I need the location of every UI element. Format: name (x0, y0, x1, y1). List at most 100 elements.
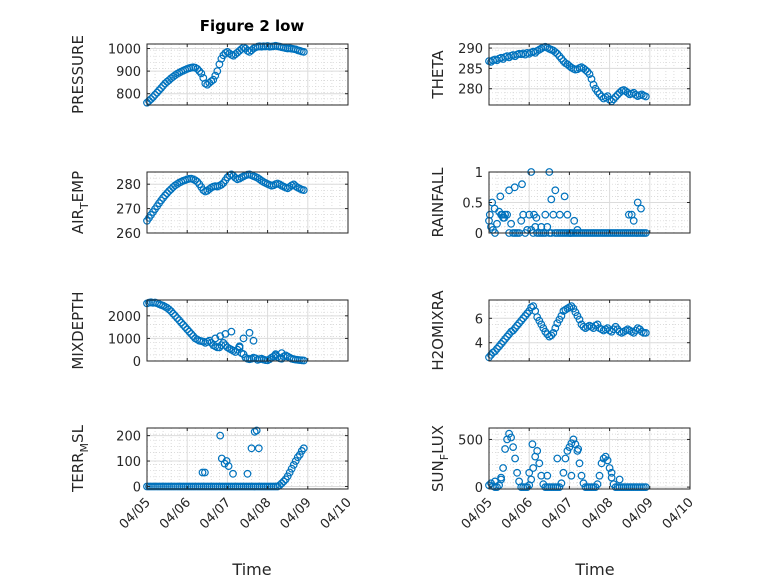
data-point (175, 316, 184, 325)
axes-box (146, 299, 349, 362)
axes-box (146, 427, 349, 490)
subplot-6: 0 100 200 TERRMSL 04/05 04/06 04/07 04/08 04/09 0… (69, 424, 355, 532)
data-point (497, 473, 506, 482)
data-point (171, 71, 180, 80)
y-axis-label-tail: LUX (429, 425, 447, 454)
data-point (567, 439, 576, 448)
data-point (505, 429, 514, 438)
data-point (165, 187, 174, 195)
data-point (555, 210, 564, 219)
data-point (603, 456, 612, 465)
data-point (252, 426, 261, 435)
data-point (197, 69, 206, 78)
data-point (555, 52, 564, 61)
data-point (595, 90, 604, 98)
data-point (553, 49, 562, 58)
data-point (173, 180, 182, 188)
data-point (211, 71, 220, 80)
x-tick-label: 04/07 (197, 495, 234, 532)
y-axis-label: PRESSURE (69, 35, 87, 114)
y-tick-label: 260 (116, 227, 141, 242)
x-tick-label: 04/05 (459, 495, 496, 532)
y-tick-label: 280 (116, 178, 141, 193)
plot-area (489, 300, 690, 361)
x-tick-label: 04/06 (157, 495, 194, 532)
y-tick-label: 1 (475, 166, 483, 181)
x-tick-label: 04/09 (620, 495, 657, 532)
data-point (147, 95, 155, 103)
data-point (523, 309, 532, 318)
x-axis-label-left: Time (231, 560, 271, 579)
data-point (528, 440, 537, 449)
data-point (183, 325, 192, 334)
y-tick-label: 4 (475, 337, 483, 352)
data-point (595, 471, 604, 480)
data-point (496, 192, 505, 201)
data-point (205, 185, 214, 194)
subplot-5: 4 6 H2OMIXRA (429, 290, 691, 371)
x-tick-label: 04/05 (117, 495, 154, 532)
data-point (605, 464, 614, 472)
data-point (153, 88, 162, 97)
data-point (641, 92, 650, 101)
x-tick-label: 04/09 (278, 495, 315, 532)
y-axis-label-main: SUN (429, 460, 447, 492)
data-point (289, 461, 298, 469)
figure-title: Figure 2 low (200, 17, 305, 35)
data-point (513, 321, 521, 330)
data-point (601, 452, 610, 461)
data-point (247, 444, 256, 453)
data-point (569, 304, 578, 313)
data-point (507, 433, 516, 442)
data-point (527, 475, 536, 484)
data-point (163, 189, 172, 198)
data-point (615, 475, 624, 484)
x-tick-label: 04/08 (237, 495, 274, 532)
data-point (179, 321, 188, 329)
data-point (535, 459, 544, 468)
data-point (239, 334, 248, 343)
data-point (193, 177, 202, 186)
y-axis-label-main: MIXDEPTH (69, 291, 87, 369)
data-point (213, 67, 222, 75)
data-point (211, 334, 220, 343)
data-point (291, 457, 300, 465)
subplot-0: 800 900 1000 PRESSURE (69, 35, 349, 114)
data-point (159, 81, 168, 90)
data-point (563, 210, 572, 219)
data-point (574, 445, 583, 453)
x-axis-label-right: Time (574, 560, 614, 579)
y-tick-label: 900 (116, 65, 141, 80)
data-point (285, 468, 294, 477)
y-axis-label-subscript: F (438, 454, 451, 460)
data-point (565, 443, 574, 452)
y-tick-label: 0 (475, 227, 483, 242)
y-tick-label: 2000 (108, 310, 141, 325)
data-point (519, 314, 528, 323)
data-point (641, 329, 650, 337)
data-point (222, 457, 231, 465)
data-point (149, 93, 157, 101)
data-point (535, 316, 544, 325)
data-point (537, 320, 546, 329)
data-point (633, 198, 642, 207)
data-point (254, 444, 263, 453)
data-point (561, 454, 570, 463)
data-point (279, 477, 288, 486)
data-point (229, 469, 237, 478)
y-tick-label: 0 (133, 480, 141, 495)
data-point (577, 471, 586, 480)
y-tick-label: 500 (458, 433, 483, 448)
data-point (491, 347, 499, 356)
data-point (165, 305, 174, 314)
data-point (151, 90, 159, 99)
data-point (543, 471, 552, 480)
subplot-4: 0 1000 2000 MIXDEPTH (69, 291, 349, 370)
data-point (283, 472, 292, 481)
data-point (209, 75, 218, 84)
data-point (291, 182, 300, 191)
data-point (517, 316, 526, 325)
y-tick-label: 800 (116, 88, 141, 103)
data-point (491, 477, 499, 486)
data-point (277, 479, 286, 488)
